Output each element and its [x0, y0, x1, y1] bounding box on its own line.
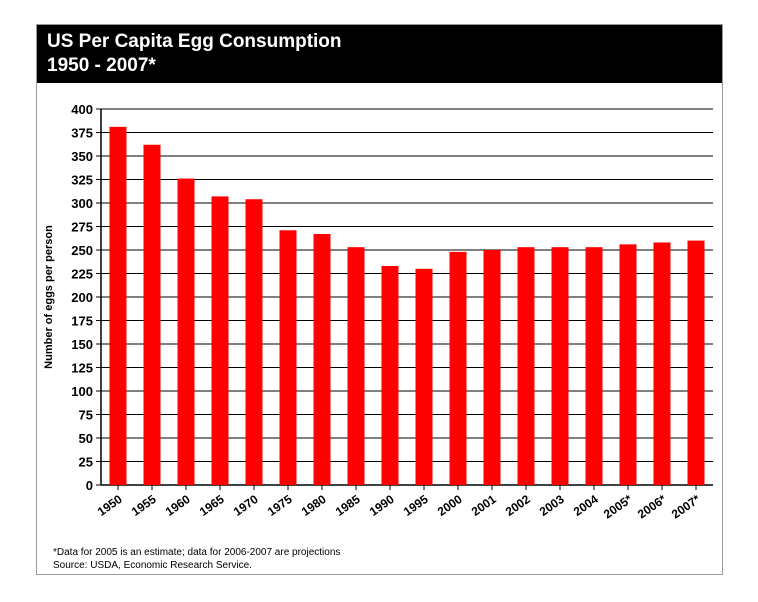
- bar: [109, 126, 127, 486]
- bar: [687, 240, 705, 485]
- x-tick-label: 2006*: [635, 492, 669, 522]
- bar: [551, 247, 569, 485]
- x-tick-label: 1980: [299, 492, 329, 519]
- chart-frame: US Per Capita Egg Consumption 1950 - 200…: [36, 24, 723, 575]
- y-tick-label: 25: [79, 455, 93, 470]
- bar: [211, 196, 229, 486]
- y-tick-label: 200: [71, 290, 93, 305]
- y-tick-label: 100: [71, 384, 93, 399]
- x-tick-label: 2001: [469, 492, 499, 519]
- x-tick-label: 1975: [265, 492, 295, 519]
- x-tick-label: 2007*: [669, 492, 703, 522]
- bar: [619, 244, 637, 485]
- y-tick-label: 350: [71, 149, 93, 164]
- x-tick-label: 1985: [333, 492, 363, 519]
- x-tick-label: 1965: [197, 492, 227, 519]
- x-tick-label: 1990: [367, 492, 397, 519]
- y-tick-label: 50: [79, 431, 93, 446]
- y-tick-label: 175: [71, 314, 93, 329]
- y-tick-label: 150: [71, 337, 93, 352]
- title-bar: US Per Capita Egg Consumption 1950 - 200…: [37, 25, 722, 83]
- bar: [653, 242, 671, 485]
- x-tick-label: 2005*: [601, 492, 635, 522]
- y-tick-label: 225: [71, 267, 93, 282]
- bar: [483, 250, 501, 485]
- y-tick-label: 400: [71, 102, 93, 117]
- bar: [415, 268, 433, 485]
- x-tick-label: 1950: [95, 492, 125, 519]
- y-tick-label: 375: [71, 126, 93, 141]
- bar: [245, 199, 263, 486]
- bar: [449, 251, 467, 485]
- bar: [585, 247, 603, 485]
- x-tick-label: 1955: [129, 492, 159, 519]
- x-tick-label: 2002: [503, 492, 533, 519]
- y-tick-label: 300: [71, 196, 93, 211]
- x-tick-label: 2003: [537, 492, 567, 519]
- bar: [279, 230, 297, 485]
- x-tick-label: 1995: [401, 492, 431, 519]
- x-tick-label: 1960: [163, 492, 193, 519]
- y-tick-label: 0: [86, 478, 93, 493]
- bar: [517, 247, 535, 485]
- chart-title: US Per Capita Egg Consumption: [47, 31, 342, 52]
- chart-subtitle: 1950 - 2007*: [47, 55, 156, 76]
- bar: [177, 178, 195, 485]
- x-tick-label: 2004: [571, 492, 601, 519]
- source-note: Source: USDA, Economic Research Service.: [53, 560, 252, 571]
- bar: [143, 144, 161, 485]
- bar: [347, 247, 365, 485]
- y-tick-label: 125: [71, 361, 93, 376]
- y-tick-label: 75: [79, 408, 93, 423]
- footnote: *Data for 2005 is an estimate; data for …: [53, 547, 341, 558]
- y-tick-label: 250: [71, 243, 93, 258]
- y-tick-label: 325: [71, 173, 93, 188]
- y-tick-label: 275: [71, 220, 93, 235]
- bar: [381, 265, 399, 485]
- y-axis-label: Number of eggs per person: [43, 225, 55, 369]
- x-tick-label: 1970: [231, 492, 261, 519]
- x-tick-label: 2000: [435, 492, 465, 519]
- bar-chart: 0 25 50 75 100 125 150 175 200 225 250 275 300 325 350…: [43, 102, 713, 522]
- bar: [313, 234, 331, 485]
